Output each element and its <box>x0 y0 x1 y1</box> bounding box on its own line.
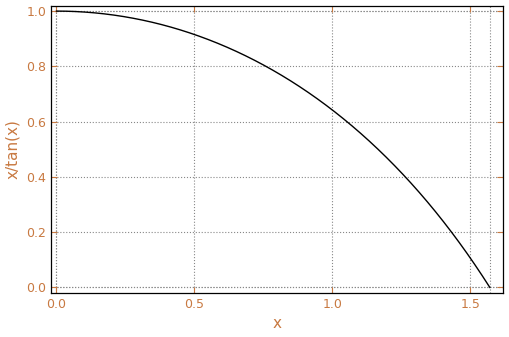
Y-axis label: x/tan(x): x/tan(x) <box>6 119 20 179</box>
X-axis label: x: x <box>273 316 281 332</box>
